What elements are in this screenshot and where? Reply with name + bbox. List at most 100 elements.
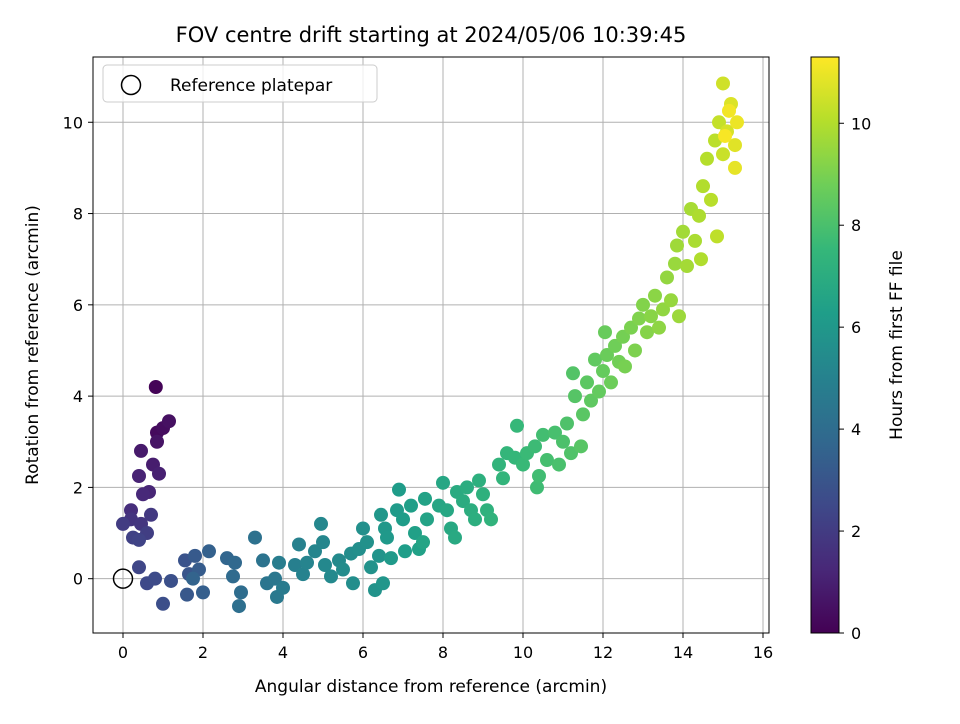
data-point	[232, 599, 246, 614]
x-tick-label: 8	[438, 643, 448, 662]
data-point	[696, 179, 710, 194]
data-point	[180, 587, 194, 602]
data-point	[670, 238, 684, 253]
legend-label-reference: Reference platepar	[170, 76, 332, 96]
data-point	[314, 516, 328, 531]
data-point	[186, 571, 200, 586]
data-point	[360, 535, 374, 550]
data-point	[460, 480, 474, 495]
data-point	[628, 343, 642, 358]
data-point	[722, 103, 736, 118]
data-point	[396, 512, 410, 527]
data-point	[644, 309, 658, 324]
data-point	[648, 288, 662, 303]
data-point	[132, 532, 146, 547]
scatter-points	[116, 76, 744, 614]
data-point	[202, 544, 216, 559]
data-point	[580, 375, 594, 390]
data-point	[336, 562, 350, 577]
colorbar-tick-label: 10	[851, 114, 871, 133]
data-point	[632, 311, 646, 326]
data-point	[418, 491, 432, 506]
data-point	[728, 138, 742, 153]
data-point	[688, 233, 702, 248]
data-point	[484, 512, 498, 527]
grid-lines	[93, 57, 769, 633]
data-point	[516, 457, 530, 472]
data-point	[356, 521, 370, 536]
plot-frame	[92, 56, 770, 634]
data-point	[468, 512, 482, 527]
x-tick-label: 14	[673, 643, 693, 662]
data-point	[584, 393, 598, 408]
x-tick-label: 0	[118, 643, 128, 662]
data-point	[398, 544, 412, 559]
colorbar: 0 2 4 6 8 10 Hours from first FF file	[810, 56, 907, 643]
data-point	[268, 571, 282, 586]
data-point	[716, 76, 730, 91]
data-point	[692, 208, 706, 223]
colorbar-tick-label: 0	[851, 624, 861, 643]
data-point	[496, 471, 510, 486]
data-point	[596, 364, 610, 379]
data-point	[364, 560, 378, 575]
data-point	[716, 147, 730, 162]
data-point	[718, 128, 732, 143]
data-point	[592, 384, 606, 399]
data-point	[148, 379, 163, 394]
data-point	[574, 439, 588, 454]
data-point	[566, 366, 580, 381]
legend: Reference platepar	[102, 64, 378, 103]
data-point	[436, 475, 450, 490]
data-point	[636, 297, 650, 312]
data-point	[604, 375, 618, 390]
data-point	[374, 507, 388, 522]
data-point	[134, 443, 148, 458]
data-point	[616, 329, 630, 344]
colorbar-gradient	[811, 57, 839, 633]
colorbar-tick-label: 2	[851, 522, 861, 541]
data-point	[132, 468, 146, 483]
data-point	[136, 487, 150, 502]
data-point	[694, 252, 708, 267]
data-point	[640, 325, 654, 340]
data-point	[420, 512, 434, 527]
colorbar-tick-label: 4	[851, 420, 861, 439]
data-point	[132, 560, 146, 575]
data-point	[116, 516, 130, 531]
data-point	[324, 569, 338, 584]
data-point	[448, 530, 462, 545]
data-point	[476, 487, 490, 502]
y-axis-label: Rotation from reference (arcmin)	[23, 205, 43, 485]
data-point	[318, 557, 332, 572]
data-point	[680, 259, 694, 274]
data-point	[532, 468, 546, 483]
data-point	[196, 585, 210, 600]
data-point	[676, 224, 690, 239]
data-point	[552, 457, 566, 472]
data-point	[472, 473, 486, 488]
x-tick-label: 12	[593, 643, 613, 662]
data-point	[316, 535, 330, 550]
y-tick-label: 0	[73, 570, 83, 589]
data-point	[576, 407, 590, 422]
data-point	[164, 573, 178, 588]
data-point	[226, 569, 240, 584]
data-point	[456, 494, 470, 509]
data-point	[564, 446, 578, 461]
data-point	[672, 309, 686, 324]
data-point	[510, 418, 524, 433]
data-point	[256, 553, 270, 568]
data-point	[188, 548, 202, 563]
data-point	[300, 555, 314, 570]
data-point	[156, 596, 170, 611]
data-point	[656, 302, 670, 317]
chart-title: FOV centre drift starting at 2024/05/06 …	[176, 23, 687, 47]
x-tick-label: 16	[753, 643, 773, 662]
data-point	[492, 457, 506, 472]
data-point	[568, 389, 582, 404]
data-point	[704, 192, 718, 207]
colorbar-tick-label: 6	[851, 318, 861, 337]
data-point	[292, 537, 306, 552]
